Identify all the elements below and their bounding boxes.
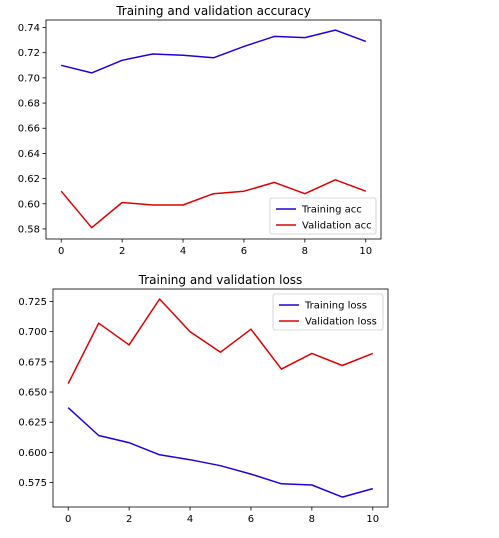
y-tick-label: 0.700 xyxy=(18,327,47,338)
y-tick-label: 0.650 xyxy=(18,388,47,399)
y-tick-label: 0.625 xyxy=(18,418,47,429)
y-tick-label: 0.725 xyxy=(18,297,47,308)
y-tick-label: 0.675 xyxy=(18,357,47,368)
series-line-training-loss xyxy=(67,407,374,498)
loss-chart: Training and validation loss 0 2 4 6 8 10 0.575… xyxy=(18,273,389,525)
accuracy-chart: Training and validation accuracy 0 2 4 6 8 10 0… xyxy=(18,4,382,257)
x-tick-label: 8 xyxy=(302,246,308,257)
y-tick-label: 0.66 xyxy=(18,124,40,135)
x-tick-label: 10 xyxy=(359,246,372,257)
y-tick-label: 0.60 xyxy=(18,199,40,210)
x-tick-label: 4 xyxy=(180,246,186,257)
y-tick-label: 0.64 xyxy=(18,149,40,160)
plot-frame xyxy=(52,288,389,508)
x-tick-label: 6 xyxy=(241,246,247,257)
chart-title: Training and validation accuracy xyxy=(115,4,311,18)
plot-frame xyxy=(45,19,382,240)
y-tick-label: 0.575 xyxy=(18,478,47,489)
x-tick-label: 8 xyxy=(309,514,315,525)
legend-label: Validation acc xyxy=(302,221,372,232)
series-line-validation-acc xyxy=(60,179,367,229)
x-tick-label: 2 xyxy=(119,246,125,257)
chart-title: Training and validation loss xyxy=(138,273,303,287)
legend: Training acc Validation acc xyxy=(269,197,377,235)
y-tick-label: 0.600 xyxy=(18,448,47,459)
legend-label: Validation loss xyxy=(305,317,377,328)
x-tick-label: 2 xyxy=(126,514,132,525)
y-tick-label: 0.74 xyxy=(18,23,40,34)
y-tick-label: 0.72 xyxy=(18,48,40,59)
series-line-training-acc xyxy=(61,29,367,74)
legend-label: Training acc xyxy=(301,205,362,216)
legend: Training loss Validation loss xyxy=(272,293,384,331)
y-tick-label: 0.62 xyxy=(18,174,40,185)
y-tick-label: 0.70 xyxy=(18,73,40,84)
legend-box xyxy=(272,293,384,331)
x-tick-label: 10 xyxy=(366,514,379,525)
x-tick-label: 0 xyxy=(65,514,71,525)
y-tick-label: 0.58 xyxy=(18,224,40,235)
x-tick-label: 4 xyxy=(187,514,193,525)
legend-label: Training loss xyxy=(304,301,367,312)
x-tick-label: 6 xyxy=(248,514,254,525)
series-line-validation-loss xyxy=(67,298,374,384)
legend-box xyxy=(269,197,377,235)
x-tick-label: 0 xyxy=(58,246,64,257)
y-tick-label: 0.68 xyxy=(18,99,40,110)
